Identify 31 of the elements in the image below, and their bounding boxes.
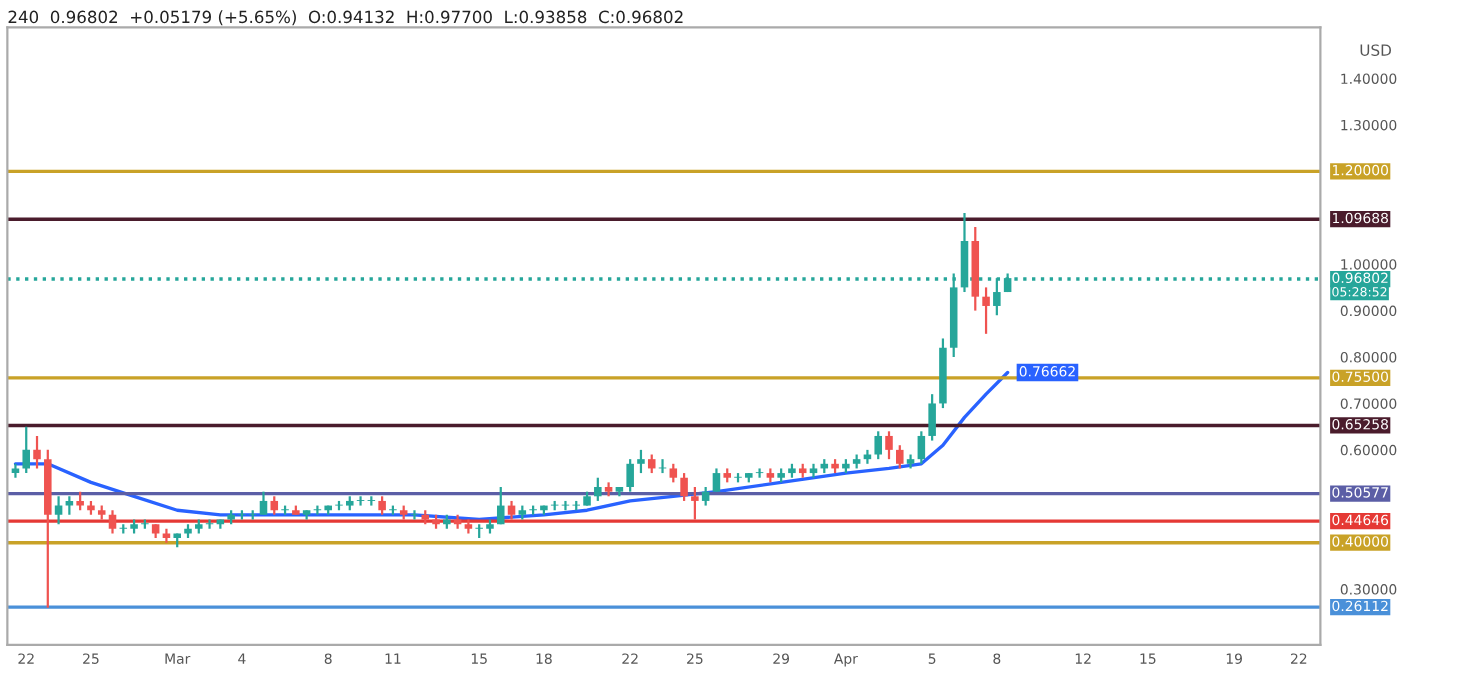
candlestick [896, 444, 904, 470]
candlestick [22, 425, 31, 475]
candlestick [647, 453, 656, 475]
candlestick [669, 462, 678, 484]
candlestick [637, 448, 645, 475]
candlestick [496, 485, 505, 526]
candlestick [982, 286, 990, 335]
candlestick [108, 509, 117, 535]
candlestick [205, 518, 214, 530]
candlestick [928, 393, 936, 442]
candlestick [885, 430, 893, 461]
candlestick [356, 495, 365, 507]
candlestick [378, 495, 386, 516]
chart-title: 240 0.96802 +0.05179 (+5.65%) O:0.94132 H:0.97700 L:0.93858 C:0.96802 [8, 10, 683, 26]
candlestick [712, 467, 721, 493]
candlestick [626, 458, 634, 493]
candlestick [65, 495, 74, 516]
candlestick [33, 434, 41, 470]
candlestick [691, 485, 699, 521]
candlestick [54, 495, 63, 526]
candlestick [507, 499, 516, 521]
candlestick [680, 471, 688, 503]
candlestick [76, 490, 84, 512]
candlestick [410, 509, 419, 521]
candlestick [874, 430, 882, 461]
candlestick [594, 476, 602, 503]
candlestick [755, 467, 764, 479]
candlestick [270, 495, 279, 516]
candlestick [259, 490, 268, 516]
candlestick [701, 485, 710, 507]
candlestick [917, 430, 926, 465]
